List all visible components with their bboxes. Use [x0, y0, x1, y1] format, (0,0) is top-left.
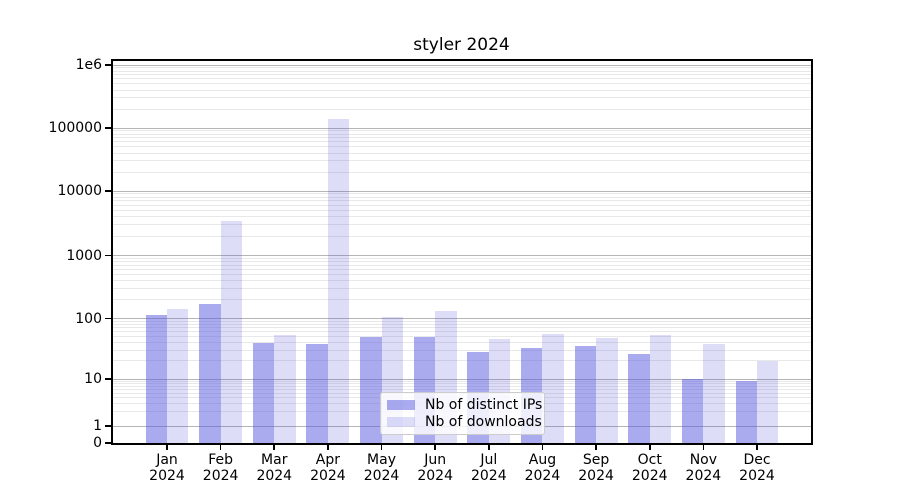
plot-area	[110, 59, 813, 445]
legend-swatch-distinct-ips	[387, 400, 415, 411]
x-tick-label: Nov 2024	[685, 452, 722, 484]
x-tick-label: Aug 2024	[524, 452, 561, 484]
x-tick-label: Jun 2024	[417, 452, 453, 484]
legend-swatch-downloads	[387, 416, 415, 427]
x-tick-mark	[702, 445, 705, 450]
x-tick-label: Dec 2024	[739, 452, 775, 484]
y-tick-label: 1000	[66, 247, 102, 264]
x-tick-label: Sep 2024	[578, 452, 614, 484]
y-tick-label: 10000	[57, 183, 102, 199]
legend: Nb of distinct IPs Nb of downloads	[380, 392, 545, 435]
y-tick-label: 100	[75, 310, 102, 327]
x-tick-mark	[756, 445, 758, 450]
x-tick-mark	[380, 445, 383, 450]
x-tick-label: Jan 2024	[149, 452, 185, 484]
chart-title: styler 2024	[413, 35, 510, 55]
y-tick-label: 1e6	[75, 57, 102, 73]
x-tick-label: Apr 2024	[310, 452, 346, 484]
y-tick-label: 1	[93, 418, 102, 434]
x-tick-mark	[488, 445, 490, 450]
x-tick-label: May 2024	[363, 452, 400, 484]
x-tick-mark	[166, 445, 168, 450]
legend-label-distinct-ips: Nb of distinct IPs	[425, 397, 543, 414]
legend-label-downloads: Nb of downloads	[425, 413, 542, 430]
x-tick-mark	[327, 445, 329, 450]
y-tick-label: 0	[93, 435, 102, 451]
x-tick-label: Jul 2024	[470, 452, 507, 484]
x-tick-mark	[595, 445, 597, 450]
legend-item-distinct-ips: Nb of distinct IPs	[387, 397, 542, 414]
y-tick-label: 100000	[48, 120, 102, 136]
x-tick-label: Feb 2024	[202, 452, 239, 484]
x-tick-mark	[219, 445, 222, 450]
legend-item-downloads: Nb of downloads	[387, 414, 542, 431]
x-tick-mark	[648, 445, 651, 450]
x-tick-label: Mar 2024	[256, 452, 293, 484]
y-tick-label: 10	[84, 371, 102, 387]
x-tick-label: Oct 2024	[631, 452, 668, 484]
x-tick-mark	[434, 445, 436, 450]
x-tick-mark	[541, 445, 544, 450]
x-tick-mark	[273, 445, 276, 450]
